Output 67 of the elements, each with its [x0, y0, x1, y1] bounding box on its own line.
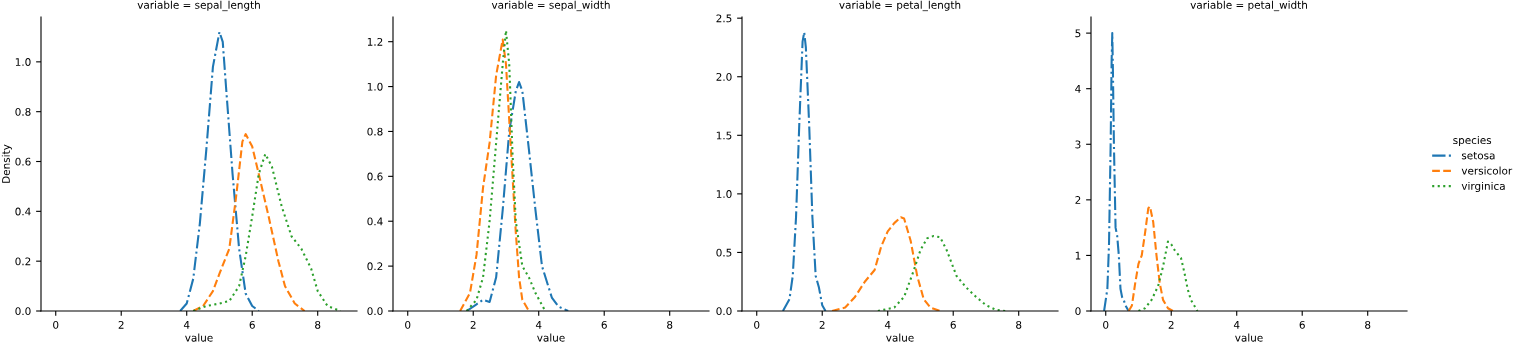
x-tick-label: 6 [249, 320, 255, 329]
x-tick-label: 8 [1016, 320, 1022, 329]
y-tick-label: 0.5 [716, 248, 732, 257]
legend-label: setosa [1461, 151, 1495, 160]
y-tick-label: 0.4 [367, 217, 383, 226]
y-tick-label: 1.0 [15, 58, 31, 66]
x-tick-label: 8 [667, 320, 673, 329]
y-tick-label: 5 [1075, 29, 1081, 38]
x-tick-label: 2 [1168, 320, 1174, 329]
y-tick-label: 2.5 [716, 14, 732, 23]
x-tick-label: 6 [1299, 320, 1305, 329]
line-series [1127, 205, 1174, 311]
line-series [459, 38, 530, 311]
y-tick-label: 0.8 [367, 127, 383, 136]
x-tick-label: 2 [470, 320, 476, 329]
y-tick-label: 0.0 [15, 307, 31, 316]
x-tick-label: 6 [601, 320, 607, 329]
y-tick-label: 1.0 [367, 82, 383, 91]
legend-title: species [1453, 136, 1492, 147]
x-tick-label: 4 [1233, 321, 1240, 329]
y-axis-title: Density [1, 144, 12, 183]
x-tick-label: 8 [1365, 320, 1371, 329]
y-tick-label: 0.0 [716, 307, 732, 316]
x-axis-title: value [1235, 333, 1263, 342]
y-tick-label: 1.5 [716, 131, 732, 140]
line-series [1103, 32, 1130, 311]
y-tick-label: 0.6 [15, 157, 31, 166]
y-tick-label: 2 [1075, 196, 1081, 204]
y-tick-label: 1.0 [716, 190, 732, 198]
x-tick-label: 0 [53, 320, 59, 329]
line-series [781, 31, 827, 311]
y-tick-label: 0.0 [367, 307, 383, 316]
y-tick-label: 0.6 [367, 172, 383, 181]
y-tick-label: 4 [1075, 85, 1081, 93]
chart-title: variable = sepal_width [491, 0, 610, 12]
y-tick-label: 1 [1075, 251, 1081, 260]
y-tick-label: 2.0 [716, 72, 732, 81]
y-tick-label: 1.2 [367, 37, 383, 46]
x-tick-label: 4 [535, 321, 542, 329]
x-axis-title: value [537, 333, 565, 342]
line-series [192, 133, 306, 311]
x-tick-label: 0 [405, 320, 411, 329]
y-tick-label: 0.2 [15, 257, 31, 266]
x-axis-title: value [886, 333, 914, 342]
y-tick-label: 0.8 [15, 107, 31, 116]
x-tick-label: 4 [884, 321, 891, 329]
line-series [831, 216, 942, 311]
legend-label: virginica [1461, 181, 1505, 192]
x-tick-label: 6 [950, 320, 956, 329]
chart-title: variable = sepal_length [137, 0, 260, 12]
x-tick-label: 0 [1103, 320, 1109, 329]
chart-title: variable = petal_length [839, 0, 961, 12]
legend-label: versicolor [1461, 166, 1513, 175]
x-tick-label: 0 [754, 320, 760, 329]
x-tick-label: 2 [118, 320, 124, 329]
line-series [465, 29, 547, 311]
line-series [465, 81, 570, 311]
y-tick-label: 0.2 [367, 262, 383, 271]
x-tick-label: 8 [315, 320, 321, 329]
x-tick-label: 4 [183, 321, 190, 329]
y-tick-label: 0.4 [15, 207, 31, 216]
chart-title: variable = petal_width [1190, 0, 1307, 12]
y-tick-label: 3 [1075, 140, 1081, 149]
y-tick-label: 0 [1075, 307, 1081, 316]
x-axis-title: value [185, 333, 213, 342]
line-series [1137, 240, 1199, 311]
x-tick-label: 2 [819, 320, 825, 329]
